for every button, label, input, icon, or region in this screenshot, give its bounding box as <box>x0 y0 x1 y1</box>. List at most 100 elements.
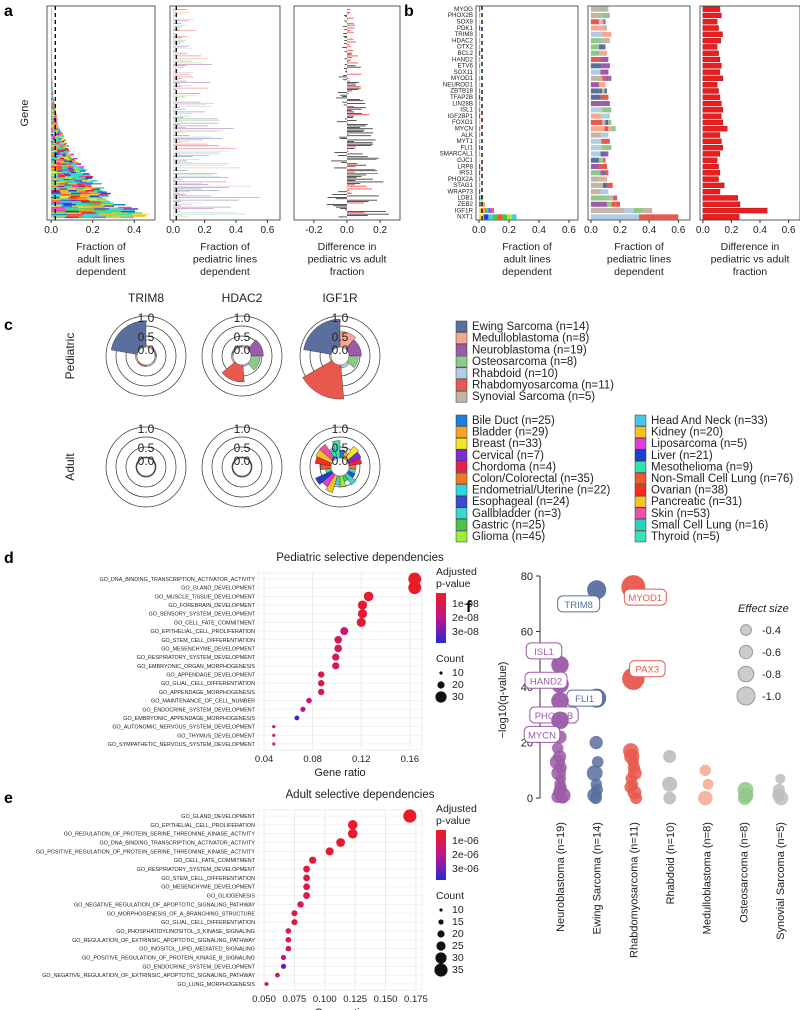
stack-segment <box>173 206 232 208</box>
diff-bar <box>347 103 366 104</box>
stack-segment <box>69 155 74 157</box>
stack-segment <box>51 115 53 118</box>
gene-label: BCL2 <box>458 50 474 57</box>
stack-segment <box>59 152 63 154</box>
size-key <box>737 665 755 683</box>
stack-segment <box>53 110 54 112</box>
stack-segment <box>85 190 94 192</box>
row-label: Pediatric <box>63 333 77 380</box>
data-point <box>357 609 368 619</box>
stack-segment <box>69 178 76 181</box>
stack-segment <box>173 68 176 69</box>
diff-bar <box>347 127 361 128</box>
data-point <box>306 697 312 704</box>
stack-segment <box>76 183 85 185</box>
polar-ring <box>105 315 187 397</box>
stack-segment <box>173 51 177 52</box>
tick-label: 0.0 <box>696 225 710 236</box>
stack-segment <box>98 215 114 217</box>
stack-segment <box>173 141 190 142</box>
stack-segment <box>58 146 62 149</box>
diff-bar <box>347 166 356 167</box>
legend-swatch <box>455 461 468 473</box>
gene-label: NXT1 <box>457 214 473 221</box>
tick-label: 0.0 <box>44 225 58 236</box>
stack-segment <box>59 197 69 199</box>
plot-area <box>257 572 423 751</box>
stack-segment <box>53 103 55 105</box>
diff-bar <box>347 86 361 88</box>
stack-segment <box>51 121 53 123</box>
stack-segment <box>80 195 90 198</box>
legend-tick: -0.8 <box>762 669 781 681</box>
stack-segment <box>173 202 203 204</box>
plot-area <box>257 809 423 991</box>
stack-segment <box>173 93 201 94</box>
stack-segment <box>55 108 57 111</box>
stack-segment <box>51 148 55 150</box>
polar-ring <box>201 315 283 397</box>
stack-segment <box>57 138 59 140</box>
panel-b: MYOGPHOX2BSOX8PDK1TRIM8HDAC2OTX2BCL2HAND… <box>440 5 800 278</box>
legend-swatch <box>634 414 647 427</box>
stack-segment <box>173 139 203 141</box>
stack-segment <box>173 215 183 216</box>
stack-segment <box>56 166 63 168</box>
stack-segment <box>173 86 182 87</box>
stack-segment <box>173 176 220 177</box>
stack-segment <box>173 146 229 148</box>
stack-segment <box>71 163 77 165</box>
legend-label: Chordoma (n=4) <box>472 461 556 473</box>
tick-label: 0.150 <box>374 994 398 1005</box>
diff-bar <box>347 164 367 166</box>
axis-label-line: dependent <box>76 266 126 278</box>
polar-wedge <box>303 318 341 355</box>
stack-segment <box>84 174 92 177</box>
data-point <box>303 892 310 899</box>
stack-segment <box>63 169 69 171</box>
legend-label: Synovial Sarcoma (n=5) <box>472 391 595 403</box>
point-label-box <box>524 671 568 689</box>
stack-segment <box>56 128 59 130</box>
diff-bar <box>347 12 351 13</box>
stack-segment <box>611 201 616 207</box>
stack-segment <box>173 76 194 78</box>
stack-segment <box>58 181 66 184</box>
stack-segment <box>119 216 134 219</box>
tick-label: 0.08 <box>303 754 322 765</box>
stack-segment <box>479 12 481 18</box>
legend-label: Endometrial/Uterine (n=22) <box>472 485 611 497</box>
stack-segment <box>600 56 609 63</box>
stack-segment <box>602 176 605 182</box>
legend-label: Small Cell Lung (n=16) <box>651 519 768 531</box>
diff-bar <box>347 83 356 85</box>
stack-segment <box>173 149 176 150</box>
stack-segment <box>89 195 100 198</box>
stack-segment <box>602 119 606 125</box>
stack-segment <box>58 180 67 182</box>
stack-segment <box>173 9 188 10</box>
stack-segment <box>52 103 54 105</box>
data-point <box>403 809 417 823</box>
diff-bar <box>702 132 721 138</box>
stack-segment <box>85 185 93 188</box>
stack-segment <box>173 156 193 157</box>
stack-segment <box>598 19 602 25</box>
stack-segment <box>72 160 77 163</box>
stack-segment <box>54 107 56 109</box>
data-point <box>334 644 342 653</box>
stack-segment <box>615 201 621 207</box>
stack-segment <box>173 52 188 54</box>
stack-segment <box>51 204 64 206</box>
stack-segment <box>173 110 176 111</box>
stack-segment <box>479 19 481 25</box>
stack-segment <box>51 117 53 119</box>
tick-label: 0.050 <box>252 994 276 1005</box>
diff-bar <box>334 167 347 169</box>
stack-segment <box>633 208 643 214</box>
diff-bar <box>702 119 724 126</box>
stack-segment <box>51 107 53 109</box>
diff-bar <box>332 194 347 195</box>
legend-label: Gallbladder (n=3) <box>472 508 561 520</box>
gene-label: GJC1 <box>457 157 473 164</box>
